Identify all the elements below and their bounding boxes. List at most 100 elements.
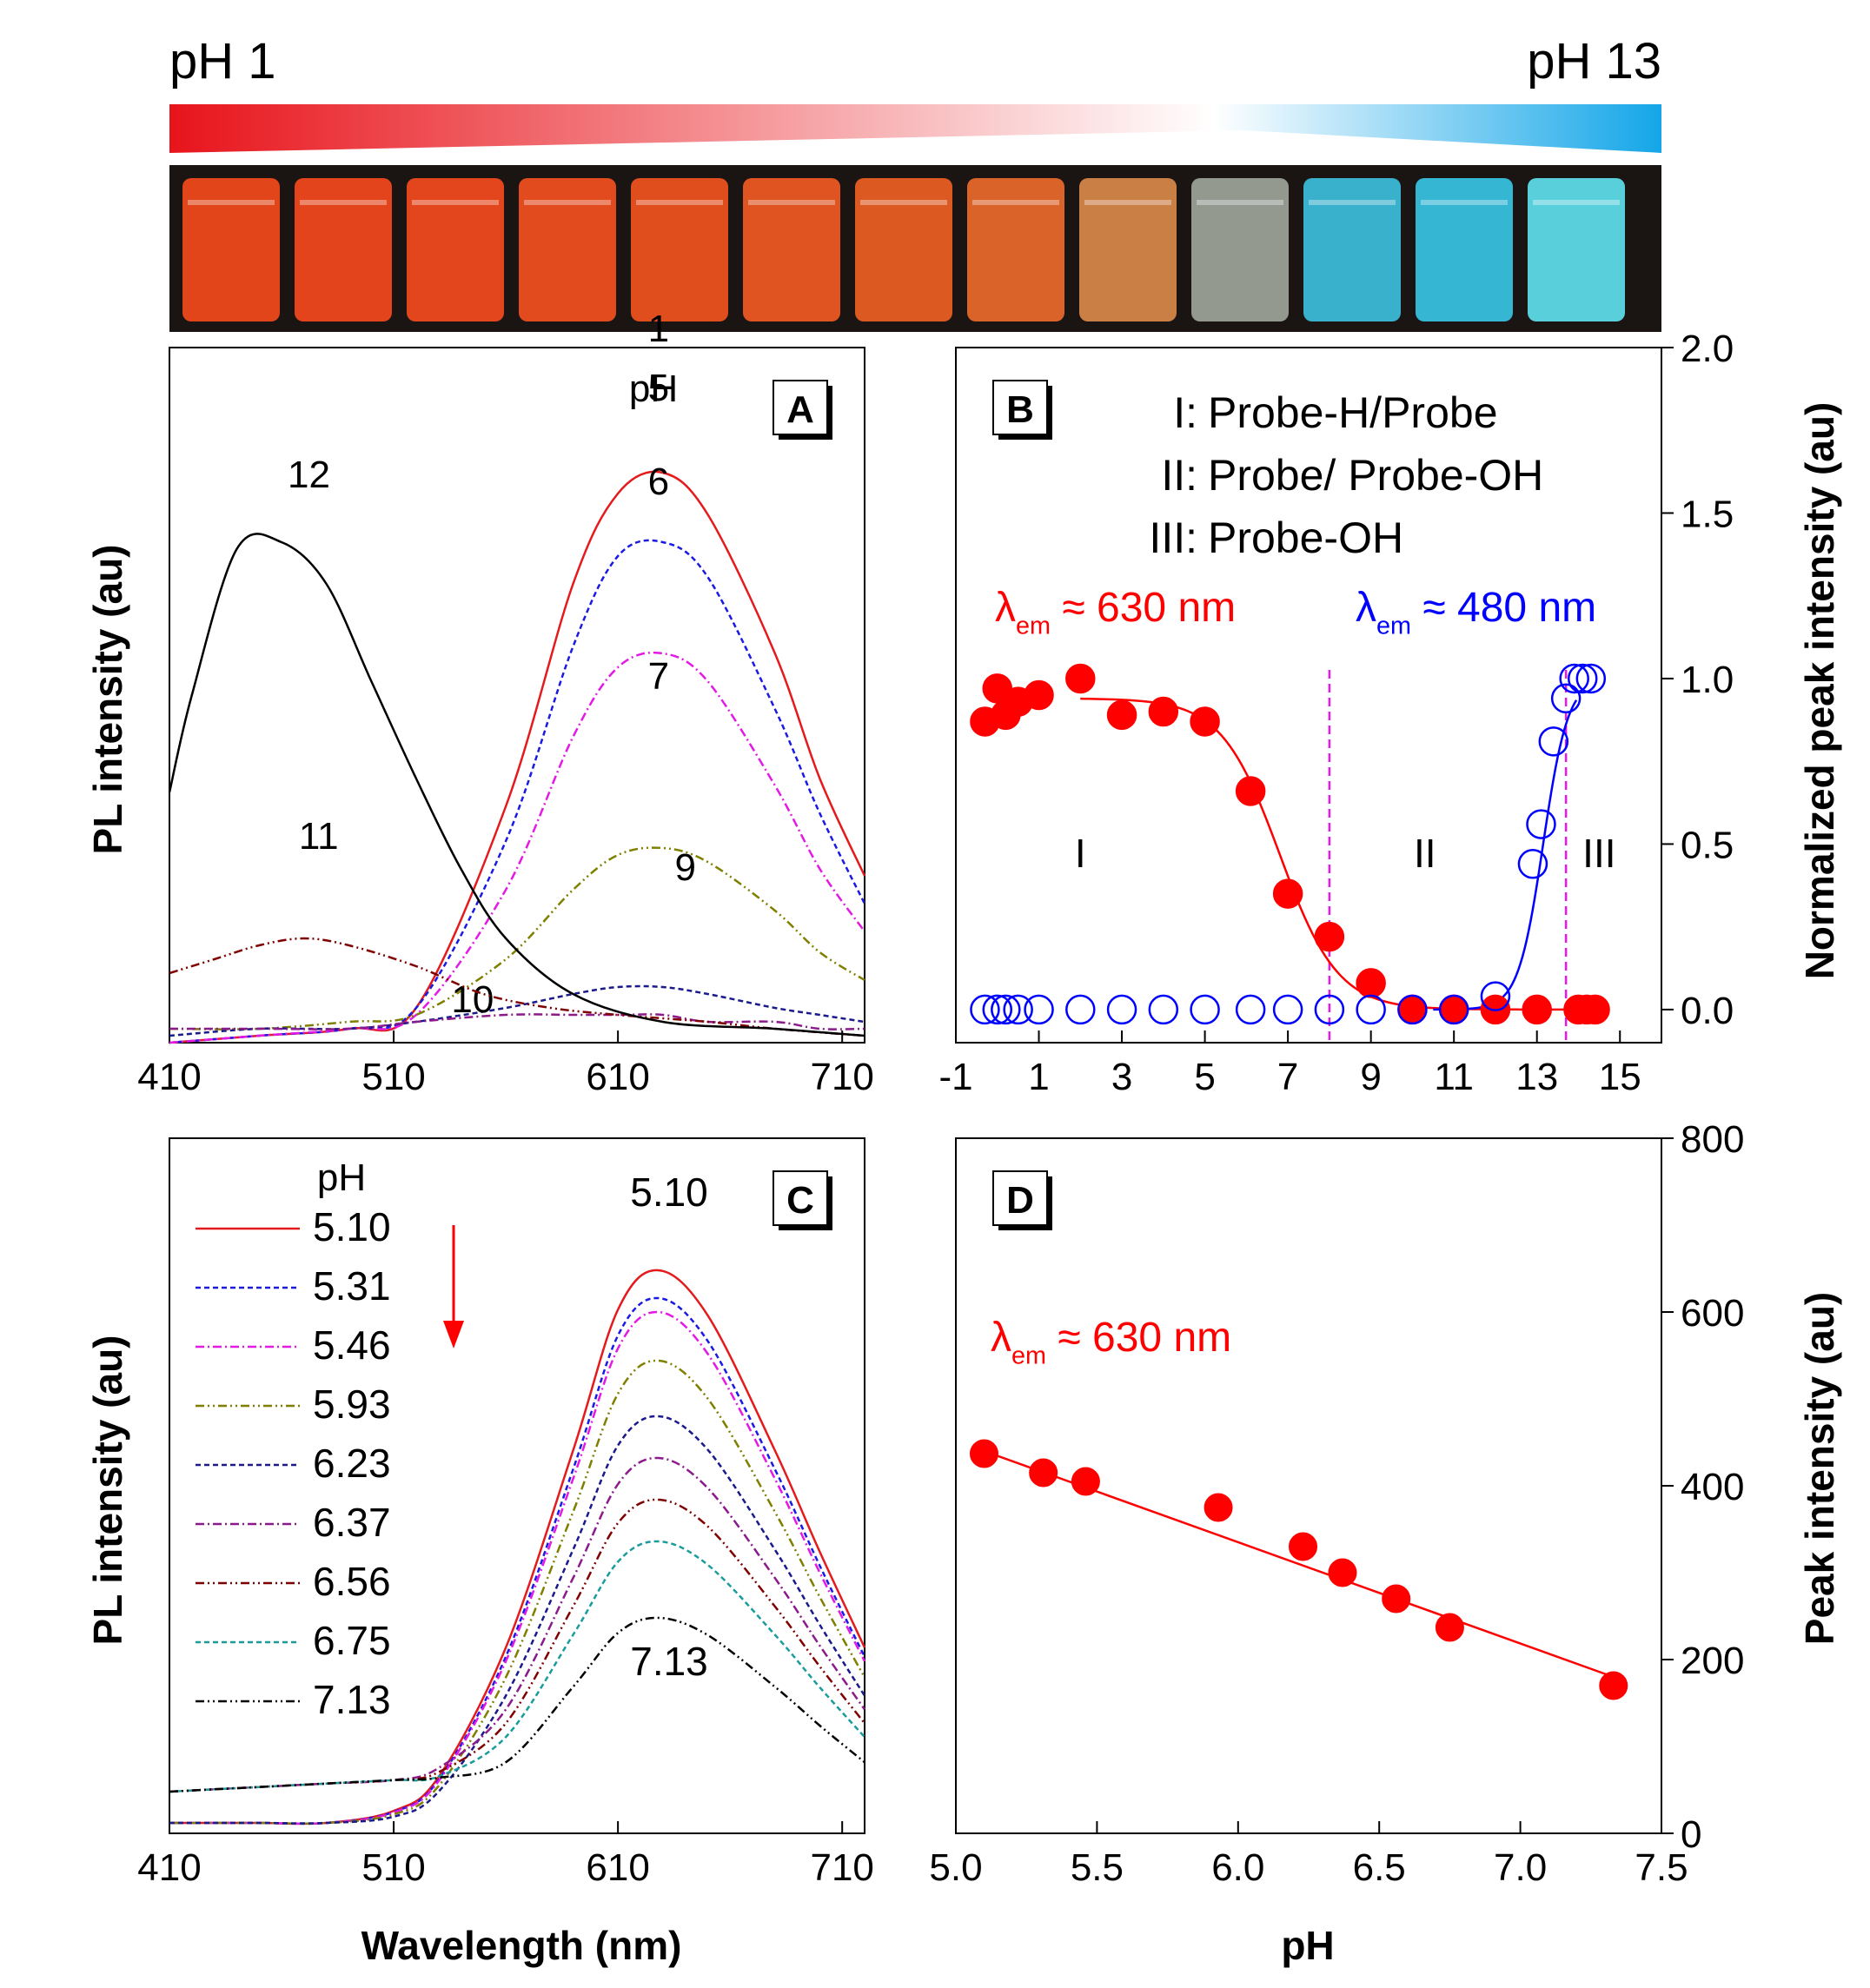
panel-c-legend-label: 6.56: [313, 1559, 391, 1604]
vial-meniscus: [748, 200, 835, 205]
panel-b-ytick-label: 0.0: [1681, 990, 1734, 1032]
panel-c-series-ph-5-46: [169, 1310, 866, 1826]
vial-meniscus: [1533, 200, 1620, 205]
panel-b-point-red: [1024, 679, 1054, 711]
panel-c-letter: C: [786, 1179, 814, 1222]
panel-c-legend-label: 7.13: [313, 1677, 391, 1722]
panel-b-xtick-label: 9: [1360, 1056, 1381, 1098]
panel-d-point: [1029, 1458, 1058, 1488]
panel-b-legend-text: Probe-OH: [1208, 514, 1403, 562]
panel-a-series-ph-1: [169, 470, 866, 1044]
panel-b-point-red: [1235, 776, 1266, 806]
panel-b-point-blue: [1065, 994, 1096, 1025]
panel-b-legend-key: III:: [1149, 514, 1197, 562]
panel-a-xtick-label: 510: [361, 1056, 425, 1098]
panel-d-ylabel: Peak intensity (au): [1797, 1292, 1842, 1645]
panel-b-fit-red: [1080, 697, 1595, 1011]
panel-b-point-red: [1522, 994, 1552, 1025]
panel-a-series-label: 7: [648, 655, 669, 698]
panel-b-ytick-label: 0.5: [1681, 824, 1734, 866]
vial-meniscus: [1084, 200, 1171, 205]
panel-b-point-blue: [1550, 683, 1582, 714]
panel-b-point-red: [1580, 994, 1610, 1025]
panel-c-series-ph-6-23: [169, 1415, 866, 1825]
panel-d-letter-box: [992, 1170, 1048, 1226]
panel-c-legend-label: 5.10: [313, 1204, 391, 1249]
panel-c-xtick-label: 510: [361, 1846, 425, 1889]
vial: [182, 178, 280, 321]
panel-a-letter: A: [786, 388, 814, 431]
panel-b-region-label: II: [1414, 831, 1436, 876]
ph-wedge-mask: [169, 130, 1661, 153]
panel-c-legend-label: 6.75: [313, 1618, 391, 1663]
panel-d-ytick-label: 400: [1681, 1466, 1744, 1508]
panel-b-annotation-blue: λem ≈ 480 nm: [1356, 585, 1596, 639]
panel-a-series-ph-6: [169, 651, 866, 1044]
panel-a-xtick-label: 410: [137, 1056, 201, 1098]
panel-b-xtick-label: 13: [1515, 1056, 1558, 1098]
panel-b-point-blue: [1480, 981, 1511, 1011]
panel-b-point-blue: [1397, 994, 1428, 1025]
panel-a-series-label: 1: [648, 308, 669, 350]
panel-a-series-label: 5: [648, 367, 669, 409]
panel-a-xtick-label: 710: [810, 1056, 873, 1098]
panel-b-ytick-label: 1.5: [1681, 493, 1734, 535]
panel-b-point-blue: [1567, 663, 1598, 694]
panel-b-xtick-label: 3: [1111, 1056, 1132, 1098]
panel-a-series-label: 9: [675, 846, 696, 889]
panel-c-legend-label: 5.93: [313, 1382, 391, 1427]
panel-a-series-ph-12: [168, 533, 865, 1037]
panel-c-xtick-label: 710: [810, 1846, 873, 1889]
panel-c-series-ph-6-56: [169, 1498, 865, 1793]
vial: [1528, 178, 1625, 321]
vial-meniscus: [412, 200, 499, 205]
panel-b-annotation-red: λem ≈ 630 nm: [995, 585, 1236, 639]
panel-b-point-red: [1356, 968, 1386, 998]
panel-b-region-label: I: [1075, 831, 1086, 876]
vial-meniscus: [524, 200, 611, 205]
panel-c-trend-arrow-head: [443, 1321, 464, 1349]
panel-d-xtick-label: 7.5: [1635, 1846, 1688, 1889]
panel-b-point-blue: [1106, 994, 1137, 1025]
panel-d-point: [1204, 1493, 1233, 1522]
panel-a-letter-box: [773, 380, 828, 435]
panel-a-series-ph-11: [169, 937, 865, 1037]
panel-b-point-blue: [1272, 994, 1303, 1025]
panel-c-ylabel: PL intensity (au): [85, 1335, 130, 1646]
panel-c-xtick-label: 610: [586, 1846, 649, 1889]
panel-a-series-label: 11: [299, 815, 339, 858]
panel-d-xtick-label: 5.0: [929, 1846, 982, 1889]
panel-b-point-blue: [1526, 809, 1556, 839]
panel-d-annotation: λem ≈ 630 nm: [991, 1315, 1231, 1369]
vial: [631, 178, 728, 321]
panel-b-ytick-label: 2.0: [1681, 328, 1734, 370]
panel-d-point: [969, 1439, 998, 1468]
panel-b-point-blue: [1235, 994, 1266, 1025]
vial-meniscus: [972, 200, 1059, 205]
vial: [967, 178, 1064, 321]
panel-c-legend-label: 6.37: [313, 1500, 391, 1545]
panel-c-legend-title: pH: [317, 1156, 366, 1199]
panel-d: 5.0 5.5 6.0 6.5 7.0 7.50 200 400 600 800 λem ≈ 630…: [929, 1118, 1744, 1889]
panel-b-point-red: [1190, 706, 1220, 737]
panel-b-point-red: [1065, 663, 1096, 694]
panel-b-xtick-label: 7: [1277, 1056, 1298, 1098]
panel-b-point-blue: [970, 994, 1000, 1025]
panel-b-legend-key: II:: [1161, 451, 1197, 500]
panel-d-point: [1599, 1671, 1628, 1700]
panel-b-point-red: [1148, 696, 1179, 727]
panel-b-letter: B: [1006, 388, 1034, 431]
panel-d-ytick-label: 600: [1681, 1292, 1744, 1335]
vial: [743, 178, 840, 321]
panel-b-point-red: [1272, 878, 1303, 909]
panel-d-xlabel: pH: [1281, 1923, 1334, 1968]
vial-meniscus: [188, 200, 275, 205]
panel-b-point-blue: [991, 994, 1021, 1025]
panel-c-xtick-label: 410: [137, 1846, 201, 1889]
panel-c-series-ph-5-93: [169, 1359, 866, 1825]
panel-b-point-blue: [1438, 994, 1469, 1025]
panel-b-point-blue: [1538, 726, 1569, 757]
panel-a-series-ph-5: [169, 539, 866, 1044]
panel-d-point: [1289, 1532, 1318, 1561]
